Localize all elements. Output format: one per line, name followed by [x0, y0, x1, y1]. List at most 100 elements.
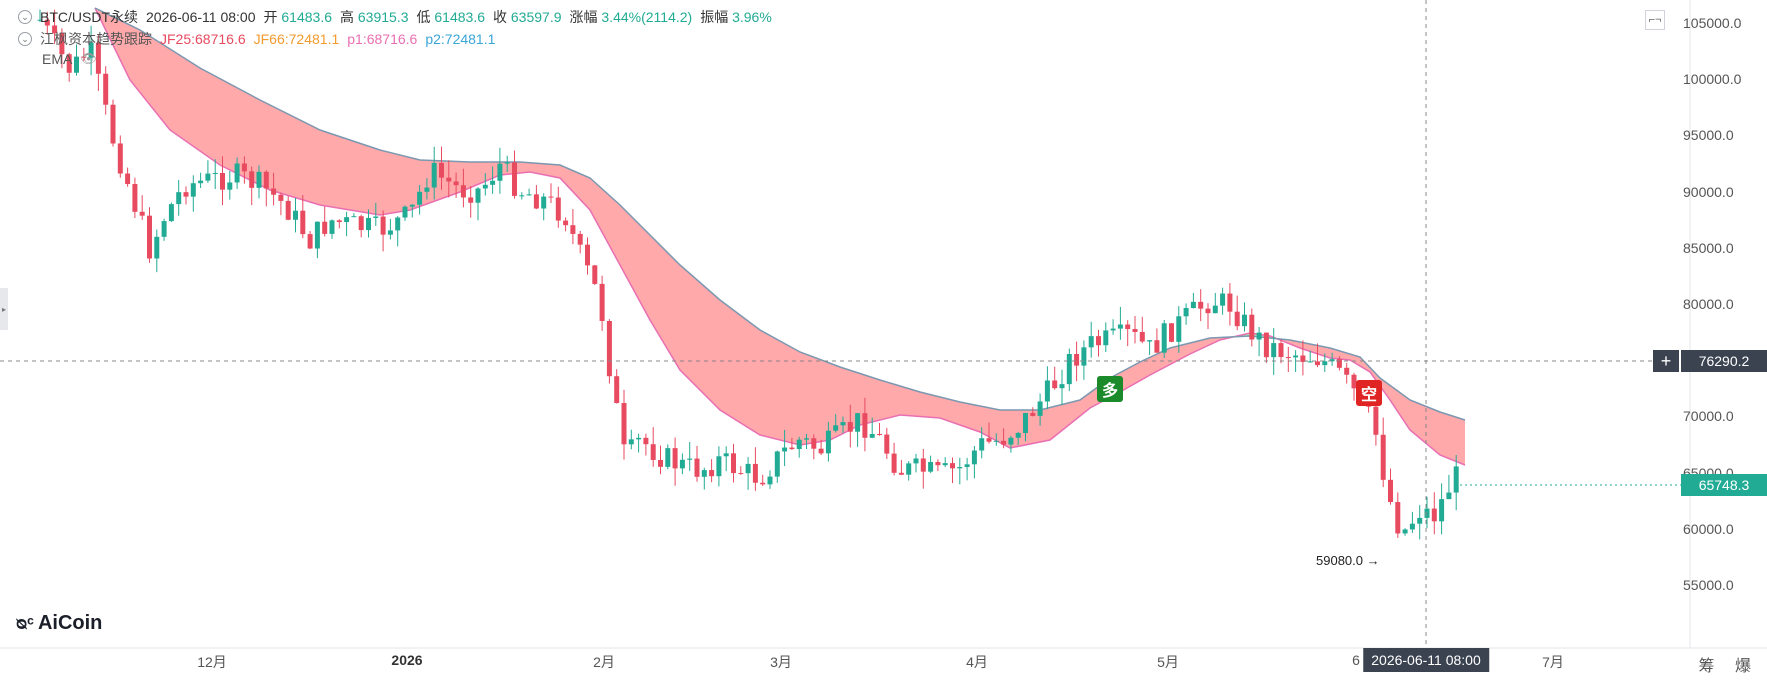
- candle-body: [81, 56, 87, 58]
- aicoin-logo: ᴓᶜ AiCoin: [16, 612, 103, 634]
- candle-body: [1424, 508, 1430, 518]
- candle-body: [818, 448, 824, 454]
- candle-body: [66, 54, 72, 73]
- candle-body: [1227, 293, 1233, 312]
- candle-body: [920, 458, 926, 472]
- candle-body: [366, 217, 371, 231]
- candle-body: [125, 173, 131, 185]
- p2-value: p2:72481.1: [425, 31, 496, 47]
- price-tick-label: 80000.0: [1683, 296, 1734, 312]
- candle-body: [760, 482, 766, 485]
- candle-body: [745, 463, 751, 474]
- candle-body: [840, 422, 846, 426]
- candle-body: [855, 413, 861, 432]
- candle-body: [1052, 380, 1058, 389]
- candle-body: [592, 265, 598, 284]
- candle-body: [139, 211, 145, 216]
- candle-body: [314, 221, 320, 249]
- candle-body: [344, 217, 350, 223]
- ema-label[interactable]: EMA: [42, 51, 73, 67]
- collapse-icon[interactable]: ⌄: [18, 10, 32, 24]
- candle-body: [1409, 523, 1415, 530]
- price-tick-label: 85000.0: [1683, 239, 1734, 256]
- candle-body: [1417, 517, 1423, 524]
- candle-body: [351, 216, 357, 218]
- candle-body: [475, 188, 481, 203]
- close-label: 收 63597.9: [493, 9, 562, 25]
- candle-body: [395, 217, 401, 231]
- candle-body: [825, 430, 831, 454]
- candle-body: [942, 463, 948, 466]
- candle-body: [701, 470, 707, 477]
- candle-body: [533, 194, 539, 209]
- candle-body: [387, 230, 393, 235]
- candle-body: [1388, 479, 1393, 503]
- candle-body: [986, 438, 992, 442]
- candle-body: [402, 206, 408, 218]
- candle-body: [767, 476, 773, 485]
- long-signal-badge: 多: [1097, 376, 1123, 402]
- collapse-icon[interactable]: ⌄: [18, 32, 32, 46]
- candle-body: [1074, 353, 1080, 366]
- add-alert-icon[interactable]: +: [1653, 350, 1679, 372]
- time-tick-label: 2月: [593, 654, 615, 670]
- candle-body: [1147, 340, 1153, 342]
- candle-body: [1307, 361, 1313, 363]
- candle-body: [409, 204, 415, 207]
- candle-body: [1212, 305, 1218, 314]
- candle-body: [752, 463, 758, 483]
- time-tick-label: 7月: [1542, 654, 1564, 670]
- chip-liquidation-tabs[interactable]: 筹 爆: [1698, 658, 1759, 675]
- candle-body: [212, 172, 218, 174]
- candle-body: [190, 183, 196, 197]
- candle-body: [1037, 401, 1043, 416]
- candle-body: [307, 234, 313, 249]
- candle-body: [709, 470, 715, 477]
- candle-body: [52, 25, 58, 34]
- candle-body: [95, 42, 101, 74]
- candle-body: [1008, 437, 1014, 445]
- candle-body: [300, 210, 306, 235]
- candle-body: [37, 19, 43, 21]
- candle-body: [74, 56, 79, 73]
- low-label: 低 61483.6: [416, 9, 486, 25]
- candle-body: [862, 413, 868, 438]
- candle-body: [453, 181, 459, 186]
- candle-body: [1380, 434, 1386, 480]
- candle-body: [1373, 406, 1379, 435]
- expand-icon[interactable]: ⌐¬: [1645, 10, 1665, 30]
- candle-body: [336, 220, 342, 223]
- candle-body: [804, 438, 809, 440]
- candle-body: [665, 448, 671, 467]
- trend-band: [1280, 339, 1465, 465]
- candle-body: [950, 463, 955, 469]
- eye-icon[interactable]: 👁: [80, 51, 97, 66]
- candle-body: [1103, 330, 1109, 346]
- symbol-label[interactable]: BTC/USDT永续: [40, 9, 138, 25]
- candle-body: [979, 438, 985, 451]
- candle-body: [796, 439, 802, 450]
- candle-body: [606, 320, 612, 377]
- crosshair-time-label: 2026-06-11 08:00: [1363, 648, 1489, 672]
- candle-body: [555, 197, 561, 221]
- candle-body: [811, 438, 817, 449]
- change-label: 涨幅 3.44%(2114.2): [569, 9, 693, 25]
- time-tick-label: 4月: [966, 654, 988, 670]
- candle-body: [738, 473, 744, 475]
- indicator-name[interactable]: 江枫资本趋势跟踪: [40, 31, 152, 47]
- candle-body: [519, 195, 525, 197]
- candle-body: [585, 244, 590, 266]
- candle-body: [468, 197, 474, 203]
- candle-body: [599, 283, 605, 321]
- candle-body: [44, 19, 50, 26]
- price-tick-label: 105000.0: [1683, 15, 1742, 31]
- candle-body: [935, 461, 941, 466]
- candle-body: [263, 171, 269, 189]
- candle-body: [774, 451, 780, 477]
- candle-body: [1336, 359, 1342, 368]
- candle-body: [1446, 492, 1452, 500]
- sidebar-toggle-icon[interactable]: ▸: [0, 288, 8, 330]
- candle-body: [723, 453, 729, 457]
- candle-body: [964, 464, 970, 468]
